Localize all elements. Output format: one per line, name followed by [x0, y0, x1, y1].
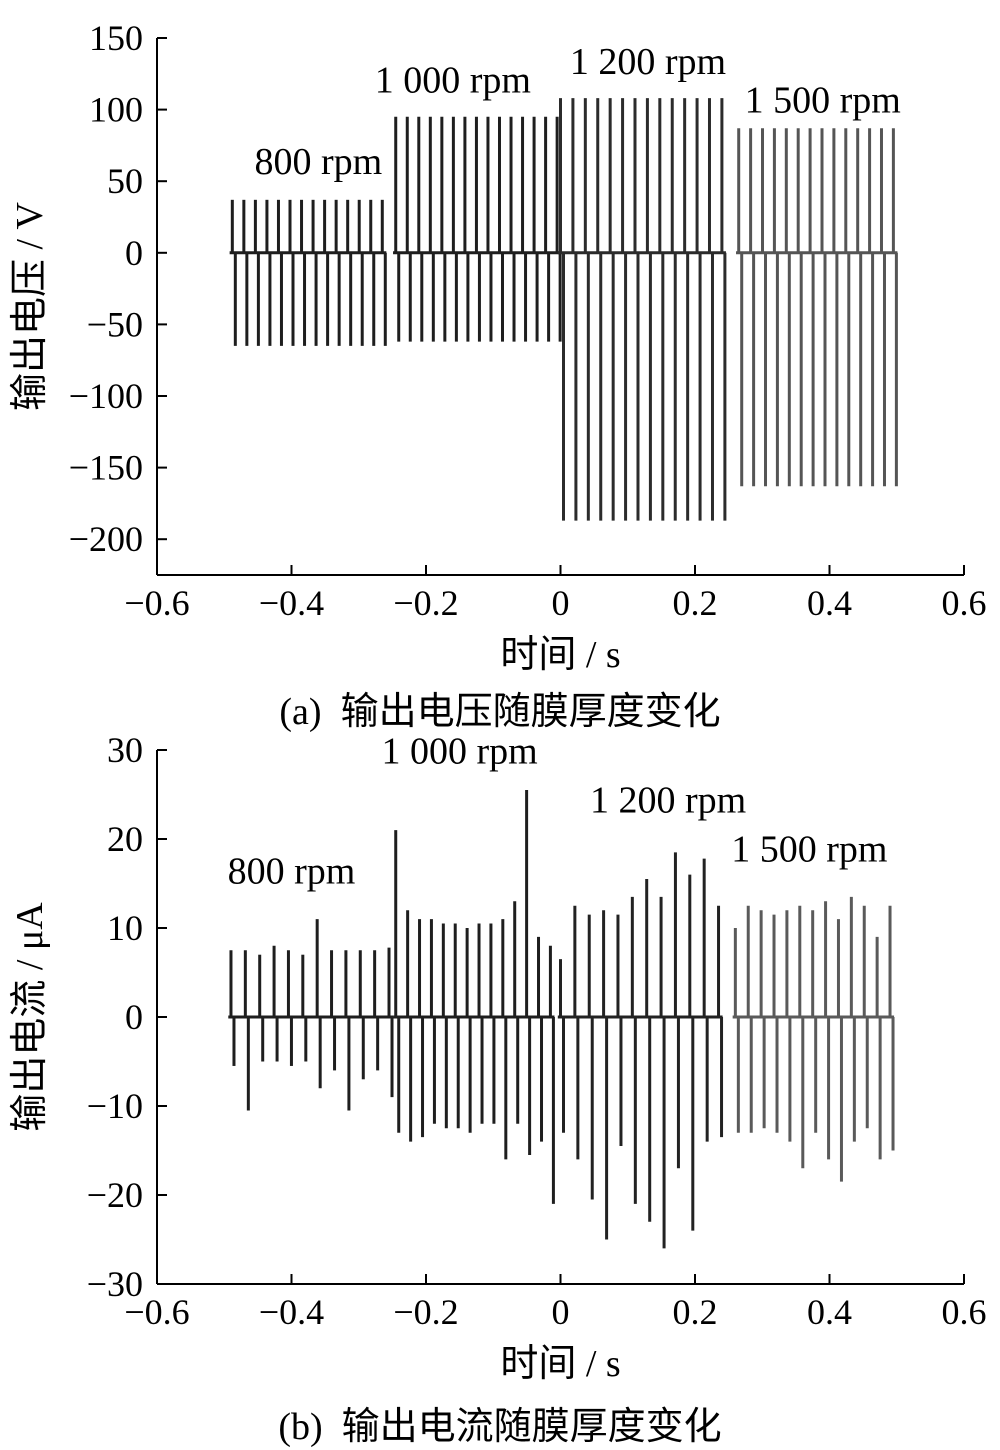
current-y-tick-label: −20	[87, 1175, 143, 1215]
current-y-tick-label: 0	[125, 997, 143, 1037]
voltage-x-tick-label: 0.6	[942, 583, 987, 623]
voltage-y-tick-label: 150	[89, 18, 143, 58]
voltage-y-tick-label: 0	[125, 233, 143, 273]
voltage-series-label: 1 000 rpm	[375, 59, 531, 101]
voltage-chart-caption: (a) 输出电压随膜厚度变化	[0, 680, 1000, 735]
current-series-3	[732, 896, 895, 1182]
current-y-tick-label: 10	[107, 908, 143, 948]
voltage-series-label: 1 500 rpm	[745, 79, 901, 121]
current-chart-caption: (b) 输出电流随膜厚度变化	[0, 1395, 1000, 1450]
current-x-tick-label: 0.2	[673, 1292, 718, 1332]
current-chart: −0.6 −0.4 −0.2 0 0.2 0.4 0.6 30 20 10 0 −10 −20 −30 时间…	[9, 735, 987, 1385]
voltage-x-tick-label: 0.4	[807, 583, 852, 623]
voltage-series-2	[557, 98, 727, 521]
voltage-x-tick-label: −0.2	[393, 583, 458, 623]
current-x-tick-label: 0.4	[807, 1292, 852, 1332]
current-series-1	[393, 790, 555, 1204]
current-series-label: 1 500 rpm	[731, 828, 887, 870]
current-series-label: 800 rpm	[228, 851, 356, 893]
current-caption-text: 输出电流随膜厚度变化	[341, 1406, 722, 1448]
voltage-x-tick-label: 0.2	[673, 583, 718, 623]
voltage-series-3	[736, 128, 898, 487]
current-x-tick-label: −0.4	[259, 1292, 324, 1332]
current-y-axis-label: 输出电流 / μA	[9, 902, 51, 1132]
current-series-0	[228, 919, 394, 1111]
current-chart-panel: −0.6 −0.4 −0.2 0 0.2 0.4 0.6 30 20 10 0 −10 −20 −30 时间…	[0, 735, 1000, 1449]
voltage-x-axis-label: 时间 / s	[500, 634, 620, 676]
voltage-y-tick-label: −50	[87, 304, 143, 344]
voltage-y-tick-label: −200	[69, 519, 143, 559]
current-y-tick-label: −30	[87, 1264, 143, 1304]
voltage-y-tick-label: 100	[89, 90, 143, 130]
voltage-panel-label: (a)	[279, 691, 322, 733]
voltage-caption-text: 输出电压随膜厚度变化	[340, 691, 721, 733]
current-series-label: 1 000 rpm	[382, 735, 538, 772]
voltage-series-label: 1 200 rpm	[570, 41, 726, 83]
current-x-tick-label: −0.2	[393, 1292, 458, 1332]
voltage-x-tick-label: 0	[552, 583, 570, 623]
current-series-2	[557, 852, 724, 1249]
current-y-tick-label: 30	[107, 735, 143, 770]
voltage-chart: −0.6 −0.4 −0.2 0 0.2 0.4 0.6 150 100 50 0 −50 −100 −1…	[9, 18, 987, 676]
voltage-y-tick-label: −100	[69, 376, 143, 416]
current-x-tick-label: 0	[552, 1292, 570, 1332]
current-x-tick-label: 0.6	[942, 1292, 987, 1332]
voltage-y-tick-label: 50	[107, 161, 143, 201]
voltage-x-tick-label: −0.4	[259, 583, 324, 623]
voltage-series-1	[393, 116, 562, 342]
current-y-tick-label: −10	[87, 1086, 143, 1126]
voltage-y-axis-label: 输出电压 / V	[9, 201, 51, 411]
current-x-axis-label: 时间 / s	[500, 1343, 620, 1385]
voltage-series-0	[229, 199, 387, 346]
voltage-chart-panel: −0.6 −0.4 −0.2 0 0.2 0.4 0.6 150 100 50 0 −50 −100 −1…	[0, 18, 1000, 735]
current-x-tick-label: −0.6	[124, 1292, 189, 1332]
current-y-tick-label: 20	[107, 819, 143, 859]
current-panel-label: (b)	[278, 1406, 323, 1448]
voltage-series-label: 800 rpm	[255, 141, 383, 183]
voltage-x-tick-label: −0.6	[124, 583, 189, 623]
voltage-y-tick-label: −150	[69, 448, 143, 488]
current-series-label: 1 200 rpm	[590, 779, 746, 821]
